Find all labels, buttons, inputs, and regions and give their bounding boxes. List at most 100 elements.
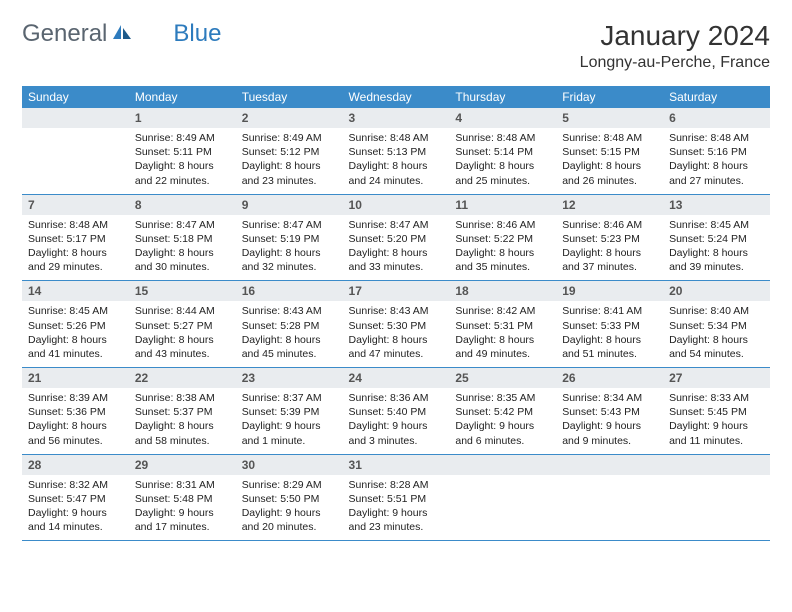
calendar-day-cell: 27Sunrise: 8:33 AMSunset: 5:45 PMDayligh… [663, 368, 770, 455]
sunrise-text: Sunrise: 8:47 AM [242, 218, 337, 232]
day-number [22, 108, 129, 128]
sunrise-text: Sunrise: 8:36 AM [349, 391, 444, 405]
daylight-text: Daylight: 8 hours and 45 minutes. [242, 333, 337, 361]
calendar-day-cell: 13Sunrise: 8:45 AMSunset: 5:24 PMDayligh… [663, 194, 770, 281]
location-label: Longny-au-Perche, France [580, 54, 770, 72]
sunset-text: Sunset: 5:51 PM [349, 492, 444, 506]
calendar-day-cell [663, 454, 770, 541]
day-body: Sunrise: 8:38 AMSunset: 5:37 PMDaylight:… [129, 388, 236, 454]
sunrise-text: Sunrise: 8:45 AM [28, 304, 123, 318]
sunset-text: Sunset: 5:13 PM [349, 145, 444, 159]
day-body: Sunrise: 8:44 AMSunset: 5:27 PMDaylight:… [129, 301, 236, 367]
daylight-text: Daylight: 8 hours and 30 minutes. [135, 246, 230, 274]
day-number: 13 [663, 195, 770, 215]
sunset-text: Sunset: 5:14 PM [455, 145, 550, 159]
calendar-day-cell: 4Sunrise: 8:48 AMSunset: 5:14 PMDaylight… [449, 108, 556, 194]
calendar-day-cell: 6Sunrise: 8:48 AMSunset: 5:16 PMDaylight… [663, 108, 770, 194]
calendar-day-cell: 26Sunrise: 8:34 AMSunset: 5:43 PMDayligh… [556, 368, 663, 455]
daylight-text: Daylight: 8 hours and 47 minutes. [349, 333, 444, 361]
calendar-day-cell: 24Sunrise: 8:36 AMSunset: 5:40 PMDayligh… [343, 368, 450, 455]
daylight-text: Daylight: 8 hours and 37 minutes. [562, 246, 657, 274]
logo: General Blue [22, 20, 221, 48]
calendar-day-cell: 9Sunrise: 8:47 AMSunset: 5:19 PMDaylight… [236, 194, 343, 281]
sunset-text: Sunset: 5:34 PM [669, 319, 764, 333]
calendar-table: Sunday Monday Tuesday Wednesday Thursday… [22, 86, 770, 541]
calendar-week-row: 28Sunrise: 8:32 AMSunset: 5:47 PMDayligh… [22, 454, 770, 541]
sunset-text: Sunset: 5:12 PM [242, 145, 337, 159]
sunrise-text: Sunrise: 8:35 AM [455, 391, 550, 405]
sunrise-text: Sunrise: 8:42 AM [455, 304, 550, 318]
daylight-text: Daylight: 8 hours and 49 minutes. [455, 333, 550, 361]
daylight-text: Daylight: 9 hours and 1 minute. [242, 419, 337, 447]
day-body [663, 475, 770, 535]
daylight-text: Daylight: 8 hours and 24 minutes. [349, 159, 444, 187]
sunrise-text: Sunrise: 8:32 AM [28, 478, 123, 492]
sunset-text: Sunset: 5:11 PM [135, 145, 230, 159]
dayheader-wed: Wednesday [343, 86, 450, 108]
day-body: Sunrise: 8:35 AMSunset: 5:42 PMDaylight:… [449, 388, 556, 454]
sunset-text: Sunset: 5:16 PM [669, 145, 764, 159]
dayheader-sat: Saturday [663, 86, 770, 108]
logo-text-general: General [22, 20, 107, 48]
logo-text-blue: Blue [173, 20, 221, 48]
day-number: 19 [556, 281, 663, 301]
calendar-day-cell: 29Sunrise: 8:31 AMSunset: 5:48 PMDayligh… [129, 454, 236, 541]
day-body: Sunrise: 8:28 AMSunset: 5:51 PMDaylight:… [343, 475, 450, 541]
day-body: Sunrise: 8:48 AMSunset: 5:13 PMDaylight:… [343, 128, 450, 194]
sunset-text: Sunset: 5:31 PM [455, 319, 550, 333]
sunrise-text: Sunrise: 8:33 AM [669, 391, 764, 405]
sunset-text: Sunset: 5:18 PM [135, 232, 230, 246]
calendar-day-cell [556, 454, 663, 541]
day-number: 8 [129, 195, 236, 215]
day-number: 18 [449, 281, 556, 301]
calendar-day-cell: 7Sunrise: 8:48 AMSunset: 5:17 PMDaylight… [22, 194, 129, 281]
day-number: 11 [449, 195, 556, 215]
sunset-text: Sunset: 5:50 PM [242, 492, 337, 506]
sunrise-text: Sunrise: 8:49 AM [135, 131, 230, 145]
daylight-text: Daylight: 8 hours and 25 minutes. [455, 159, 550, 187]
day-number [663, 455, 770, 475]
day-number: 7 [22, 195, 129, 215]
dayheader-tue: Tuesday [236, 86, 343, 108]
sunset-text: Sunset: 5:37 PM [135, 405, 230, 419]
day-number: 22 [129, 368, 236, 388]
day-body: Sunrise: 8:47 AMSunset: 5:18 PMDaylight:… [129, 215, 236, 281]
day-body: Sunrise: 8:32 AMSunset: 5:47 PMDaylight:… [22, 475, 129, 541]
daylight-text: Daylight: 8 hours and 35 minutes. [455, 246, 550, 274]
day-number: 2 [236, 108, 343, 128]
daylight-text: Daylight: 9 hours and 11 minutes. [669, 419, 764, 447]
calendar-day-cell: 10Sunrise: 8:47 AMSunset: 5:20 PMDayligh… [343, 194, 450, 281]
sunset-text: Sunset: 5:36 PM [28, 405, 123, 419]
day-number: 24 [343, 368, 450, 388]
day-body [449, 475, 556, 535]
day-number: 23 [236, 368, 343, 388]
day-number: 15 [129, 281, 236, 301]
day-body: Sunrise: 8:41 AMSunset: 5:33 PMDaylight:… [556, 301, 663, 367]
daylight-text: Daylight: 8 hours and 51 minutes. [562, 333, 657, 361]
day-body [556, 475, 663, 535]
sunset-text: Sunset: 5:19 PM [242, 232, 337, 246]
daylight-text: Daylight: 9 hours and 14 minutes. [28, 506, 123, 534]
sunrise-text: Sunrise: 8:40 AM [669, 304, 764, 318]
calendar-day-cell [22, 108, 129, 194]
daylight-text: Daylight: 8 hours and 26 minutes. [562, 159, 657, 187]
month-title: January 2024 [580, 20, 770, 52]
day-number: 16 [236, 281, 343, 301]
sunset-text: Sunset: 5:48 PM [135, 492, 230, 506]
sunrise-text: Sunrise: 8:46 AM [562, 218, 657, 232]
title-block: January 2024 Longny-au-Perche, France [580, 20, 770, 72]
daylight-text: Daylight: 8 hours and 22 minutes. [135, 159, 230, 187]
calendar-day-cell: 19Sunrise: 8:41 AMSunset: 5:33 PMDayligh… [556, 281, 663, 368]
calendar-day-cell: 28Sunrise: 8:32 AMSunset: 5:47 PMDayligh… [22, 454, 129, 541]
sunrise-text: Sunrise: 8:43 AM [349, 304, 444, 318]
sunset-text: Sunset: 5:15 PM [562, 145, 657, 159]
sunrise-text: Sunrise: 8:49 AM [242, 131, 337, 145]
sunrise-text: Sunrise: 8:48 AM [349, 131, 444, 145]
day-number: 6 [663, 108, 770, 128]
sunrise-text: Sunrise: 8:39 AM [28, 391, 123, 405]
day-body: Sunrise: 8:34 AMSunset: 5:43 PMDaylight:… [556, 388, 663, 454]
daylight-text: Daylight: 8 hours and 33 minutes. [349, 246, 444, 274]
sunrise-text: Sunrise: 8:37 AM [242, 391, 337, 405]
day-number: 31 [343, 455, 450, 475]
sunset-text: Sunset: 5:47 PM [28, 492, 123, 506]
